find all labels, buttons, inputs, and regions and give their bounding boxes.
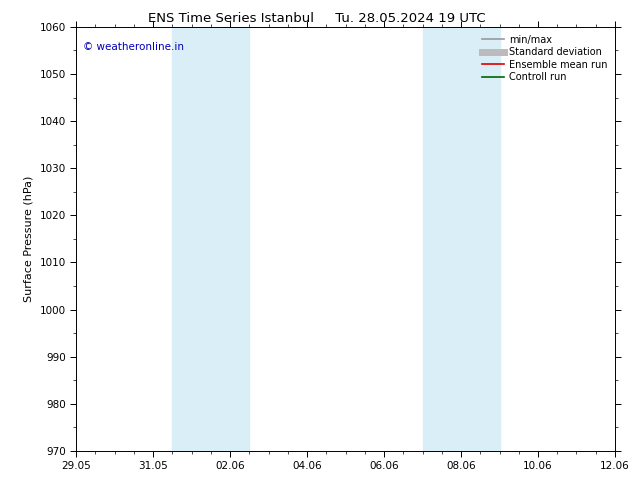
Text: ENS Time Series Istanbul     Tu. 28.05.2024 19 UTC: ENS Time Series Istanbul Tu. 28.05.2024 …	[148, 12, 486, 25]
Legend: min/max, Standard deviation, Ensemble mean run, Controll run: min/max, Standard deviation, Ensemble me…	[479, 31, 611, 86]
Bar	[172, 27, 249, 451]
Text: © weatheronline.in: © weatheronline.in	[82, 42, 184, 52]
Y-axis label: Surface Pressure (hPa): Surface Pressure (hPa)	[24, 176, 34, 302]
Bar	[422, 27, 500, 451]
